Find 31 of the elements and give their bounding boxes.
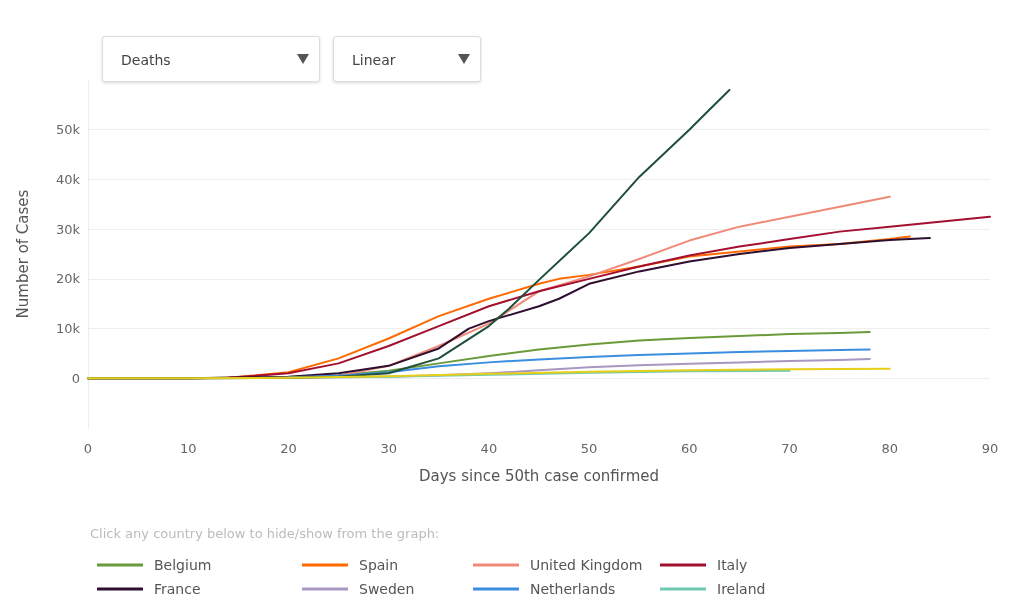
y-tick-label: 20k bbox=[55, 271, 81, 287]
x-tick-label: 60 bbox=[681, 441, 698, 456]
legend-title: Click any country below to hide/show from the graph: bbox=[90, 526, 440, 541]
x-tick-label: 0 bbox=[83, 441, 93, 456]
legend-label: Spain bbox=[359, 557, 399, 573]
y-tick-label: 40k bbox=[55, 171, 81, 187]
legend-label: Italy bbox=[717, 557, 748, 573]
legend-label: Sweden bbox=[359, 581, 415, 597]
line-series bbox=[287, 348, 871, 379]
legend-label: United Kingdom bbox=[530, 557, 643, 573]
x-tick-label: 40 bbox=[480, 441, 498, 456]
legend-label: Netherlands bbox=[530, 581, 616, 597]
y-axis-title: Number of Cases bbox=[13, 189, 32, 319]
y-tick-label: 30k bbox=[55, 221, 81, 237]
x-tick-label: 30 bbox=[380, 441, 397, 456]
y-tick-label: 0 bbox=[71, 370, 80, 386]
x-axis-title: Days since 50th case confirmed bbox=[418, 466, 660, 485]
legend-label: Belgium bbox=[154, 557, 212, 573]
x-tick-label: 90 bbox=[981, 441, 999, 456]
dropdown: Linear bbox=[333, 36, 481, 82]
x-tick-label: 10 bbox=[179, 441, 197, 456]
legend-label: Ireland bbox=[717, 581, 766, 597]
x-tick-label: 80 bbox=[881, 441, 899, 456]
y-tick-label: 50k bbox=[55, 122, 81, 138]
y-tick-label: 10k bbox=[55, 321, 81, 337]
x-tick-label: 20 bbox=[280, 441, 297, 456]
line-series bbox=[87, 367, 891, 380]
dropdown: Deaths bbox=[102, 36, 320, 82]
legend-label: France bbox=[154, 581, 201, 597]
x-tick-label: 70 bbox=[781, 441, 798, 456]
x-tick-label: 50 bbox=[580, 441, 598, 456]
